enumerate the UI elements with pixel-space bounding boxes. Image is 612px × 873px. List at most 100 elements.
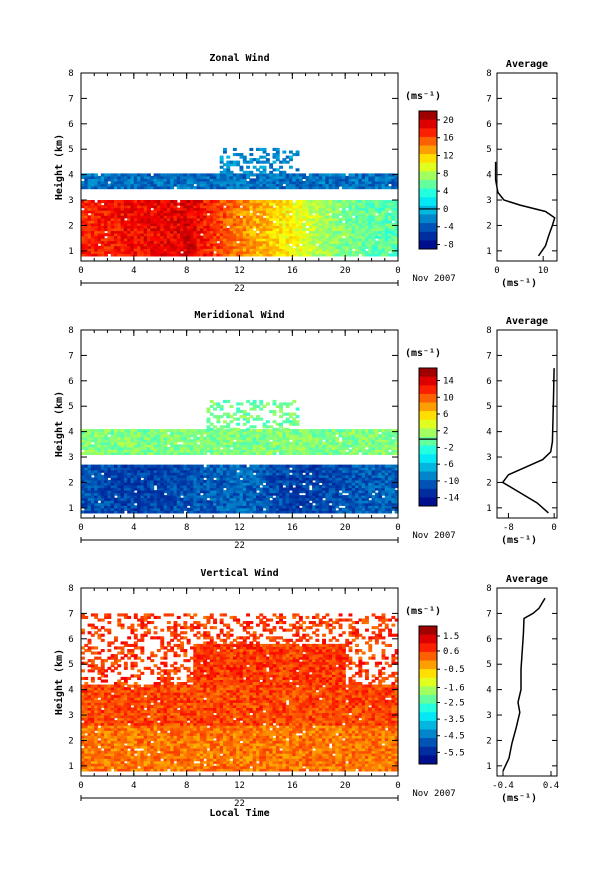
heatmap-cell (133, 497, 138, 501)
heatmap-cell (289, 505, 293, 509)
heatmap-cell (110, 449, 115, 453)
heatmap-cell (110, 434, 115, 438)
heatmap-cell (110, 240, 115, 244)
heatmap-cell (117, 225, 122, 229)
heatmap-cell (127, 500, 132, 504)
heatmap-cell (153, 248, 158, 252)
heatmap-cell (388, 479, 392, 483)
heatmap-cell (180, 500, 184, 504)
heatmap-cell (338, 467, 343, 471)
heatmap-cell (249, 469, 254, 473)
heatmap-cell (147, 202, 151, 206)
heatmap-cell (94, 510, 99, 514)
heatmap-cell (289, 485, 293, 489)
heatmap-cell (190, 238, 194, 242)
heatmap-cell (348, 173, 353, 177)
heatmap-cell (206, 205, 211, 209)
heatmap-cell (193, 502, 198, 506)
heatmap-cell (345, 464, 350, 468)
heatmap-cell (183, 222, 188, 226)
heatmap-cell (97, 477, 102, 481)
heatmap-cell (325, 467, 330, 471)
heatmap-cell (150, 233, 155, 237)
heatmap-cell (355, 222, 359, 226)
colorbar-tick-label: 4 (443, 187, 448, 197)
heatmap-cell (371, 479, 376, 483)
heatmap-cell (391, 492, 396, 496)
heatmap-cell (193, 181, 198, 185)
heatmap-cell (143, 207, 148, 211)
heatmap-cell (223, 240, 227, 244)
heatmap-cell (84, 439, 89, 443)
heatmap-cell (391, 210, 396, 214)
heatmap-cell (275, 153, 280, 157)
heatmap-cell (84, 492, 89, 496)
heatmap-cell (308, 464, 313, 468)
heatmap-cell (147, 464, 151, 468)
heatmap-cell (94, 487, 99, 491)
heatmap-cell (246, 215, 250, 219)
heatmap-cell (305, 235, 310, 239)
heatmap-cell (325, 500, 330, 504)
heatmap-cell (229, 217, 234, 221)
heatmap-cell (285, 492, 290, 496)
heatmap-cell (87, 429, 92, 433)
heatmap-cell (209, 228, 214, 232)
heatmap-cell (335, 505, 340, 509)
heatmap-cell (183, 482, 188, 486)
heatmap-cell (226, 217, 231, 221)
heatmap-cell (232, 178, 237, 182)
heatmap-cell (104, 485, 108, 489)
heatmap-cell (232, 500, 237, 504)
heatmap-cell (289, 248, 293, 252)
heatmap-cell (232, 240, 237, 244)
heatmap-cell (298, 186, 303, 190)
heatmap-cell (368, 222, 373, 226)
heatmap-cell (394, 495, 399, 499)
heatmap-cell (252, 485, 257, 489)
heatmap-cell (114, 228, 118, 232)
heatmap-cell (170, 434, 175, 438)
heatmap-cell (308, 467, 313, 471)
heatmap-cell (341, 467, 346, 471)
heatmap-cell (345, 217, 350, 221)
heatmap-cell (295, 490, 300, 494)
heatmap-cell (133, 477, 138, 481)
heatmap-cell (308, 253, 313, 257)
heatmap-cell (252, 492, 257, 496)
heatmap-cell (315, 474, 320, 478)
heatmap-cell (216, 235, 221, 239)
heatmap-cell (381, 474, 386, 478)
heatmap-cell (153, 505, 158, 509)
heatmap-cell (87, 439, 92, 443)
heatmap-cell (275, 245, 280, 249)
heatmap-cell (348, 464, 353, 468)
heatmap-cell (272, 250, 277, 254)
heatmap-cell (94, 490, 99, 494)
heatmap-cell (371, 175, 376, 179)
heatmap-cell (123, 240, 128, 244)
heatmap-cell (206, 240, 211, 244)
heatmap-cell (394, 240, 399, 244)
heatmap-cell (156, 497, 161, 501)
heatmap-cell (279, 230, 283, 234)
heatmap-cell (84, 472, 89, 476)
heatmap-cell (163, 222, 168, 226)
heatmap-cell (229, 250, 234, 254)
heatmap-cell (123, 449, 128, 453)
heatmap-cell (275, 186, 280, 190)
heatmap-cell (84, 212, 89, 216)
heatmap-cell (355, 210, 359, 214)
heatmap-cell (196, 500, 201, 504)
heatmap-cell (150, 474, 155, 478)
heatmap-cell (305, 507, 310, 511)
heatmap-cell (318, 248, 323, 252)
heatmap-cell (123, 175, 128, 179)
heatmap-cell (394, 464, 399, 468)
heatmap-cell (381, 217, 386, 221)
heatmap-cell (87, 238, 92, 242)
heatmap-cell (120, 183, 125, 187)
heatmap-cell (190, 228, 194, 232)
heatmap-cell (368, 235, 373, 239)
heatmap-cell (328, 173, 333, 177)
